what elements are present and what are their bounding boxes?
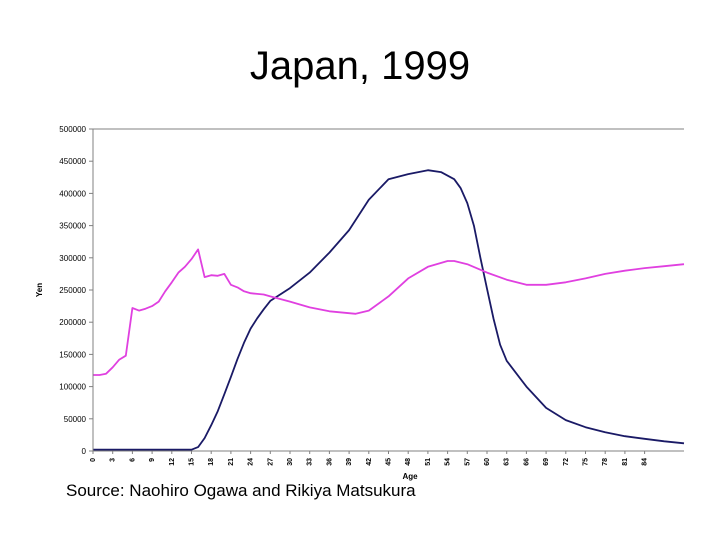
x-tick-label: 81 <box>622 458 629 466</box>
x-tick-label: 9 <box>149 458 156 462</box>
x-tick-label: 84 <box>642 458 649 466</box>
y-tick-label: 450000 <box>59 157 86 166</box>
x-tick-label: 6 <box>129 458 136 462</box>
x-axis-ticks: 0 3 6 9 12 15 18 21 24 27 30 33 36 39 42 45 48 51 54 57 60 63… <box>90 451 649 466</box>
axes <box>92 128 684 452</box>
x-tick-label: 30 <box>287 458 294 466</box>
x-tick-label: 36 <box>326 458 333 466</box>
x-tick-label: 66 <box>523 458 530 466</box>
y-tick-label: 100000 <box>59 383 86 392</box>
x-tick-label: 63 <box>504 458 511 466</box>
x-tick-label: 48 <box>405 458 412 466</box>
y-tick-label: 500000 <box>59 125 86 134</box>
x-tick-label: 18 <box>208 458 215 466</box>
x-tick-label: 60 <box>484 458 491 466</box>
y-tick-label: 350000 <box>59 222 86 231</box>
x-tick-label: 39 <box>346 458 353 466</box>
x-tick-label: 24 <box>248 458 255 466</box>
x-axis-title: Age <box>402 472 418 481</box>
y-tick-label: 300000 <box>59 254 86 263</box>
x-tick-label: 0 <box>90 458 97 462</box>
y-axis-title: Yen <box>35 283 44 297</box>
source-note: Source: Naohiro Ogawa and Rikiya Matsuku… <box>66 481 416 500</box>
x-tick-label: 75 <box>583 458 590 466</box>
y-axis-ticks: 0 50000 100000 150000 200000 250000 300000 3500… <box>59 125 93 456</box>
x-tick-label: 27 <box>267 458 274 466</box>
x-tick-label: 57 <box>464 458 471 466</box>
x-tick-label: 42 <box>366 458 373 466</box>
x-tick-label: 15 <box>189 458 196 466</box>
series-line-1 <box>93 169 685 451</box>
x-tick-label: 33 <box>307 458 314 466</box>
x-tick-label: 54 <box>445 458 452 466</box>
x-tick-label: 69 <box>543 458 550 466</box>
y-tick-label: 400000 <box>59 189 86 198</box>
y-tick-label: 0 <box>82 447 87 456</box>
x-tick-label: 12 <box>169 458 176 466</box>
x-tick-label: 45 <box>386 458 393 466</box>
x-tick-label: 51 <box>425 458 432 466</box>
x-tick-label: 72 <box>563 458 570 466</box>
y-tick-label: 250000 <box>59 286 86 295</box>
y-tick-label: 150000 <box>59 350 86 359</box>
y-tick-label: 200000 <box>59 318 86 327</box>
x-tick-label: 21 <box>228 458 235 466</box>
series-line-2 <box>93 248 685 376</box>
y-tick-label: 50000 <box>64 415 87 424</box>
series-layer <box>93 169 685 451</box>
x-tick-label: 3 <box>110 458 117 462</box>
slide-title: Japan, 1999 <box>249 44 471 88</box>
x-tick-label: 78 <box>602 458 609 466</box>
